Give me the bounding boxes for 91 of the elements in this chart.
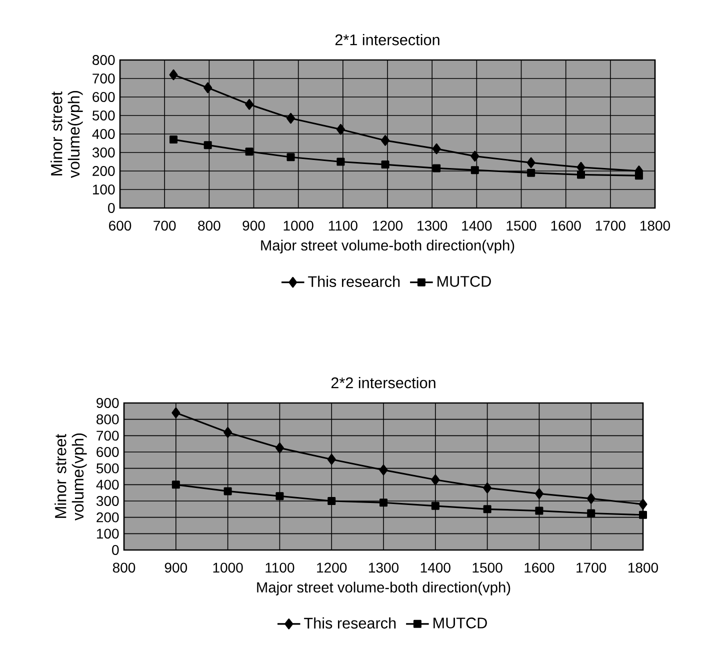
x-tick-label: 1000	[213, 562, 243, 573]
y-tick-label: 700	[92, 74, 115, 84]
x-tick-label: 1500	[472, 562, 502, 573]
y-tick-label: 300	[92, 148, 115, 158]
x-axis-title: Major street volume-both direction(vph)	[261, 240, 514, 254]
y-tick-label: 700	[96, 430, 119, 441]
x-tick-label: 1800	[640, 220, 670, 231]
point	[483, 505, 492, 514]
point	[587, 509, 596, 518]
point	[586, 493, 596, 504]
x-tick-label: 900	[242, 220, 265, 231]
x-tick-label: 1700	[576, 562, 606, 573]
point	[245, 99, 254, 110]
legend-label: This research	[308, 276, 400, 288]
point	[328, 497, 336, 505]
point	[327, 454, 336, 465]
point	[224, 487, 232, 496]
point	[172, 480, 180, 489]
point	[483, 482, 492, 494]
x-tick-label: 1400	[420, 562, 450, 573]
point	[577, 170, 585, 179]
y-tick-label: 800	[92, 55, 115, 65]
y-tick-label: 100	[97, 528, 119, 539]
point	[204, 141, 212, 150]
point	[170, 136, 178, 144]
y-tick-label: 300	[96, 496, 119, 506]
x-tick-label: 1200	[373, 220, 403, 231]
y-tick-label: 900	[96, 398, 119, 408]
x-axis-title: Major street volume-both direction(vph)	[257, 582, 510, 596]
y-tick-label: 0	[108, 203, 115, 213]
y-tick-label: 400	[92, 129, 115, 139]
point	[245, 148, 254, 156]
x-tick-label: 1100	[328, 220, 358, 231]
x-tick-label: 1200	[317, 562, 347, 573]
x-tick-label: 900	[164, 562, 188, 573]
point	[527, 168, 536, 177]
x-tick-label: 1300	[418, 220, 448, 231]
point	[286, 153, 295, 162]
x-tick-label: 1600	[551, 220, 581, 231]
point	[432, 164, 441, 172]
x-tick-label: 1300	[368, 562, 399, 573]
x-tick-label: 1700	[596, 220, 626, 231]
point	[431, 502, 440, 510]
chart-title: 2*1 intersection	[335, 34, 440, 46]
point	[431, 474, 440, 486]
point	[204, 82, 212, 94]
chart-title: 2*2 intersection	[331, 377, 436, 388]
y-tick-label: 200	[92, 166, 115, 176]
point	[535, 506, 544, 515]
x-tick-label: 1600	[524, 562, 554, 573]
point	[224, 427, 232, 438]
point	[470, 166, 479, 174]
point	[638, 498, 648, 510]
point	[172, 407, 180, 418]
x-tick-label: 800	[198, 220, 220, 231]
point	[534, 488, 544, 500]
y-axis-title: Minor street volume(vph)	[50, 91, 83, 178]
point	[381, 160, 390, 169]
legend-label: MUTCD	[434, 618, 487, 628]
point	[379, 464, 388, 476]
x-tick-label: 1800	[628, 562, 658, 573]
x-tick-label: 700	[154, 220, 176, 231]
point	[639, 510, 648, 519]
x-tick-label: 1000	[284, 220, 314, 231]
point	[470, 150, 480, 162]
y-tick-label: 0	[112, 545, 119, 555]
point	[286, 112, 296, 124]
y-axis-title: Minor street volume(vph)	[54, 434, 87, 520]
point	[381, 135, 390, 146]
y-tick-label: 100	[93, 184, 115, 194]
x-tick-label: 1100	[266, 562, 294, 573]
point	[380, 498, 388, 507]
y-tick-label: 600	[92, 92, 115, 102]
point	[276, 492, 284, 500]
y-tick-label: 800	[96, 414, 119, 424]
y-tick-label: 600	[96, 447, 119, 457]
point	[336, 158, 345, 166]
y-tick-label: 400	[96, 480, 119, 490]
point	[634, 172, 643, 180]
point	[336, 124, 345, 135]
x-tick-label: 1400	[462, 220, 492, 231]
point	[275, 442, 284, 454]
legend-label: MUTCD	[438, 276, 491, 287]
legend-label: This research	[304, 617, 396, 629]
point	[432, 143, 441, 154]
y-tick-label: 200	[96, 512, 119, 522]
y-tick-label: 500	[96, 463, 119, 474]
x-tick-label: 1500	[506, 220, 536, 231]
point	[169, 69, 178, 80]
point	[526, 157, 536, 168]
y-tick-label: 500	[92, 110, 115, 120]
